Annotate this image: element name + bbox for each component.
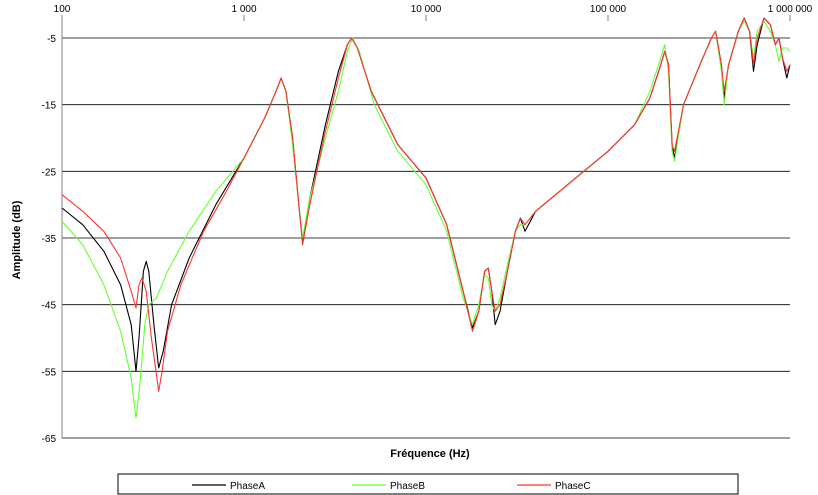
x-tick-label: 100 [54, 4, 71, 15]
x-tick-label: 1 000 [231, 4, 256, 15]
series-line-phaseb [61, 20, 791, 419]
x-tick-label: 100 000 [590, 4, 627, 15]
y-tick-label: -5 [47, 34, 56, 45]
legend-label-phasec: PhaseC [555, 481, 591, 492]
x-tick-label: 10 000 [411, 4, 442, 15]
y-tick-label: -65 [42, 434, 57, 445]
y-axis-title: Amplitude (dB) [11, 200, 23, 279]
y-tick-label: -45 [42, 301, 57, 312]
legend-box [117, 473, 739, 495]
y-tick-label: -15 [42, 101, 57, 112]
legend: PhaseA PhaseB PhaseC [117, 473, 739, 495]
series-line-phasec [61, 17, 791, 392]
y-tick-label: -35 [42, 234, 57, 245]
legend-label-phaseb: PhaseB [390, 481, 425, 492]
series-lines [61, 17, 791, 419]
x-axis-title: Fréquence (Hz) [390, 448, 470, 460]
legend-label-phasea: PhaseA [230, 481, 265, 492]
grid-lines [61, 18, 790, 439]
y-tick-label: -55 [42, 367, 57, 378]
x-tick-labels: 100 1 000 10 000 100 000 1 000 000 [54, 4, 813, 21]
y-tick-label: -25 [42, 167, 57, 178]
x-tick-label: 1 000 000 [768, 4, 813, 15]
y-tick-labels: -5 -15 -25 -35 -45 -55 -65 [42, 34, 57, 445]
